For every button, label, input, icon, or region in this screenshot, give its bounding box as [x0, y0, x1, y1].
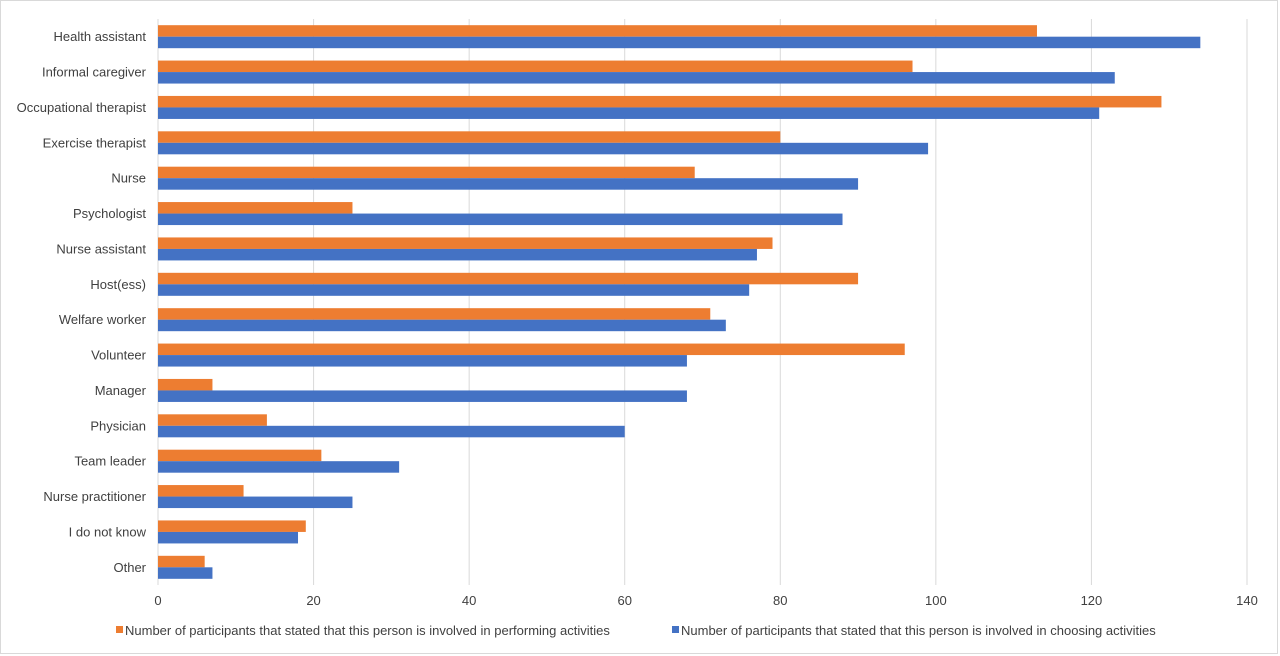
legend-swatch — [116, 626, 123, 633]
category-label: Volunteer — [91, 348, 147, 363]
bar-choosing — [158, 284, 750, 296]
x-tick-label: 20 — [306, 593, 320, 608]
x-tick-label: 60 — [617, 593, 631, 608]
bar-performing — [158, 414, 267, 426]
category-label: Exercise therapist — [43, 135, 147, 150]
category-label: Occupational therapist — [17, 100, 147, 115]
bar-performing — [158, 25, 1037, 37]
category-label: Team leader — [74, 454, 146, 469]
bar-performing — [158, 95, 1162, 108]
legend-label: Number of participants that stated that … — [681, 623, 1156, 638]
bar-choosing — [158, 319, 726, 332]
x-tick-labels: 0 20 40 60 80 100 120 140 — [154, 593, 1257, 608]
category-label: Physician — [90, 418, 146, 433]
category-label: Informal caregiver — [42, 65, 147, 80]
category-label: Psychologist — [73, 206, 146, 221]
bar-choosing — [158, 107, 1100, 119]
bar-performing — [158, 343, 905, 356]
category-label: Other — [113, 560, 146, 575]
x-tick-label: 100 — [925, 593, 947, 608]
bar-choosing — [158, 72, 1115, 84]
x-tick-label: 0 — [154, 593, 161, 608]
bar-performing — [158, 449, 322, 462]
bar-performing — [158, 555, 205, 568]
category-label: Host(ess) — [90, 277, 146, 292]
bar-performing — [158, 60, 913, 73]
bar-choosing — [158, 248, 757, 261]
bars — [158, 25, 1201, 579]
legend: Number of participants that stated that … — [116, 623, 1156, 638]
category-label: Nurse assistant — [56, 241, 146, 256]
bar-performing — [158, 131, 781, 143]
bar-choosing — [158, 496, 353, 509]
bar-choosing — [158, 36, 1201, 49]
category-label: Manager — [95, 383, 147, 398]
bar-performing — [158, 166, 695, 179]
bar-choosing — [158, 531, 299, 544]
x-tick-label: 80 — [773, 593, 787, 608]
category-label: Nurse — [111, 171, 146, 186]
category-label: Welfare worker — [59, 312, 147, 327]
bar-choosing — [158, 425, 625, 438]
bar-choosing — [158, 213, 843, 226]
bar-performing — [158, 308, 711, 320]
bar-choosing — [158, 390, 687, 402]
bar-performing — [158, 378, 213, 391]
x-tick-label: 40 — [462, 593, 476, 608]
category-label: I do not know — [69, 524, 147, 539]
bar-performing — [158, 202, 353, 214]
category-labels: Health assistant Informal caregiver Occupa… — [17, 29, 147, 575]
bar-performing — [158, 485, 244, 497]
x-tick-label: 120 — [1081, 593, 1103, 608]
x-tick-label: 140 — [1236, 593, 1258, 608]
legend-label: Number of participants that stated that … — [125, 623, 610, 638]
bar-performing — [158, 520, 306, 532]
bar-choosing — [158, 178, 859, 190]
legend-swatch — [672, 626, 679, 633]
bar-choosing — [158, 355, 687, 367]
category-label: Nurse practitioner — [43, 489, 146, 504]
bar-performing — [158, 237, 773, 249]
category-label: Health assistant — [54, 29, 147, 44]
bar-performing — [158, 272, 859, 285]
bar-choosing — [158, 461, 400, 473]
bar-choosing — [158, 142, 929, 155]
bar-choosing — [158, 567, 213, 579]
